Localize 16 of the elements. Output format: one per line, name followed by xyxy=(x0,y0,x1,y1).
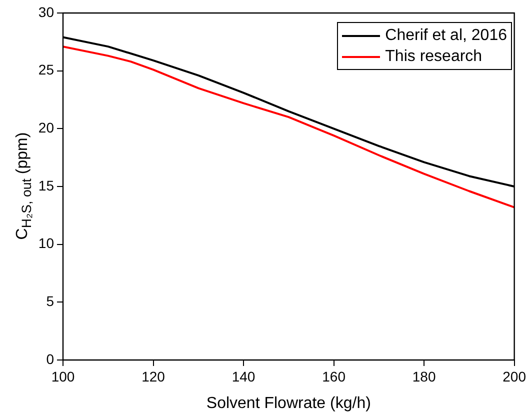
x-tick-label: 180 xyxy=(412,368,436,384)
y-tick-label: 15 xyxy=(38,177,54,194)
y-tick-label: 0 xyxy=(46,350,54,367)
y-tick-label: 10 xyxy=(38,235,54,252)
y-tick-label: 30 xyxy=(38,4,54,20)
x-tick-label: 200 xyxy=(502,368,526,384)
y-tick-label: 25 xyxy=(38,62,54,78)
legend-label: This research xyxy=(385,48,482,66)
x-tick-label: 100 xyxy=(51,368,75,384)
x-tick-label: 160 xyxy=(322,368,346,384)
x-tick-label: 120 xyxy=(142,368,166,384)
y-tick-label: 5 xyxy=(46,293,54,310)
x-axis-title: Solvent Flowrate (kg/h) xyxy=(206,394,371,412)
legend-label: Cherif et al, 2016 xyxy=(385,26,507,44)
y-tick-label: 20 xyxy=(38,120,54,136)
x-tick-label: 140 xyxy=(232,368,256,384)
